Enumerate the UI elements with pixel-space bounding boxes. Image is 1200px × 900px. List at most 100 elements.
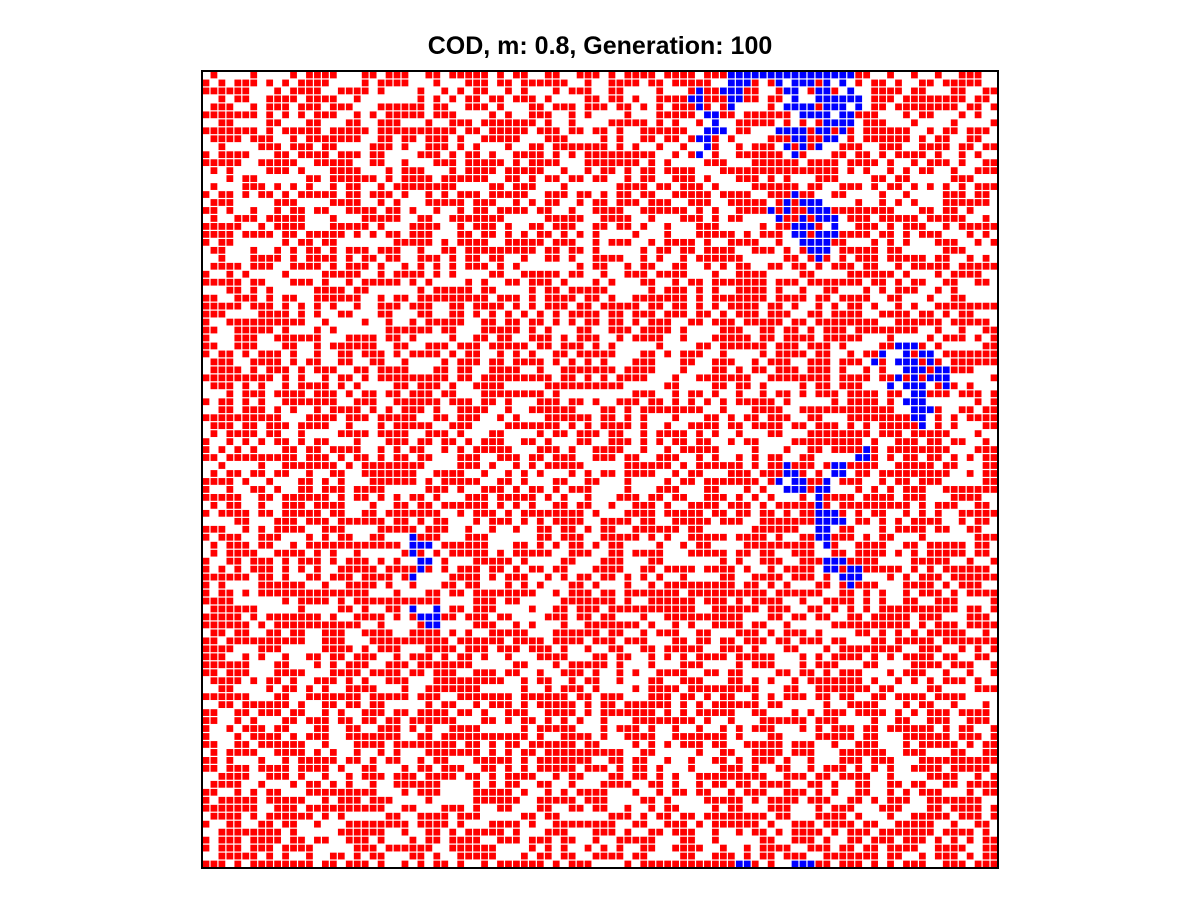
cell-red <box>664 318 672 326</box>
cell-red <box>425 525 433 533</box>
cell-red <box>393 366 401 374</box>
cell-red <box>799 549 807 557</box>
cell-red <box>926 717 934 724</box>
cell-red <box>966 366 974 374</box>
cell-red <box>632 159 640 167</box>
cell-red <box>823 334 831 342</box>
cell-red <box>218 231 226 238</box>
cell-red <box>863 127 871 135</box>
cell-red <box>521 589 528 597</box>
cell-red <box>624 238 632 246</box>
cell-red <box>521 677 528 685</box>
cell-red <box>202 342 210 350</box>
cell-red <box>274 159 281 167</box>
cell-red <box>290 358 297 366</box>
cell-red <box>202 159 210 167</box>
cell-red <box>680 334 687 342</box>
cell-red <box>409 334 417 342</box>
cell-red <box>234 374 242 382</box>
cell-red <box>934 573 942 581</box>
cell-red <box>473 693 480 701</box>
cell-red <box>258 565 266 573</box>
cell-blue <box>783 87 791 95</box>
cell-red <box>552 103 560 111</box>
cell-red <box>934 254 942 262</box>
cell-red <box>696 685 703 693</box>
cell-red <box>465 454 473 461</box>
cell-red <box>521 127 528 135</box>
cell-red <box>799 517 807 525</box>
cell-red <box>911 430 918 438</box>
cell-red <box>528 494 536 501</box>
cell-red <box>720 278 727 286</box>
cell-red <box>489 677 496 685</box>
cell-blue <box>839 517 847 525</box>
cell-red <box>887 231 894 238</box>
cell-red <box>751 318 759 326</box>
cell-red <box>560 685 568 693</box>
cell-red <box>974 581 982 589</box>
cell-red <box>345 103 353 111</box>
cell-red <box>226 262 234 270</box>
cell-red <box>568 310 576 318</box>
cell-red <box>919 374 926 382</box>
cell-red <box>712 462 719 469</box>
cell-red <box>735 677 743 685</box>
cell-red <box>465 167 473 175</box>
cell-red <box>353 589 361 597</box>
cell-red <box>680 350 687 358</box>
cell-red <box>903 95 910 103</box>
cell-red <box>839 143 847 151</box>
cell-red <box>887 390 894 398</box>
cell-red <box>377 645 385 653</box>
cell-red <box>775 525 783 533</box>
cell-red <box>234 446 242 453</box>
cell-red <box>958 79 966 87</box>
cell-red <box>982 709 990 716</box>
cell-red <box>966 270 974 278</box>
cell-red <box>473 71 480 79</box>
cell-red <box>735 613 743 621</box>
cell-red <box>505 278 512 286</box>
cell-red <box>974 501 982 509</box>
cell-red <box>552 517 560 525</box>
cell-red <box>942 127 950 135</box>
cell-red <box>887 159 894 167</box>
cell-red <box>322 525 329 533</box>
cell-red <box>934 446 942 453</box>
cell-red <box>839 438 847 445</box>
cell-red <box>361 494 369 501</box>
cell-red <box>704 374 711 382</box>
cell-red <box>250 278 258 286</box>
cell-red <box>266 286 274 294</box>
cell-red <box>783 374 791 382</box>
cell-red <box>250 175 258 182</box>
cell-red <box>934 605 942 613</box>
cell-red <box>552 191 560 198</box>
cell-red <box>210 693 218 701</box>
cell-red <box>664 533 672 541</box>
cell-red <box>759 661 767 669</box>
cell-red <box>664 326 672 334</box>
cell-red <box>863 111 871 119</box>
cell-red <box>266 701 274 708</box>
cell-blue <box>839 119 847 127</box>
cell-red <box>505 581 512 589</box>
cell-blue <box>934 374 942 382</box>
cell-red <box>632 709 640 716</box>
cell-red <box>592 238 600 246</box>
cell-red <box>990 334 998 342</box>
cell-red <box>982 422 990 430</box>
cell-red <box>990 414 998 422</box>
cell-red <box>584 422 592 430</box>
cell-red <box>680 326 687 334</box>
cell-red <box>377 573 385 581</box>
cell-red <box>735 509 743 517</box>
cell-red <box>871 501 878 509</box>
cell-red <box>282 231 289 238</box>
cell-red <box>712 183 719 190</box>
cell-red <box>282 581 289 589</box>
cell-red <box>505 167 512 175</box>
cell-red <box>823 581 831 589</box>
cell-red <box>218 358 226 366</box>
